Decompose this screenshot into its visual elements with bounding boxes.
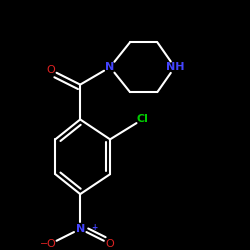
Text: N: N (76, 224, 85, 234)
Text: −: − (40, 239, 48, 249)
Text: O: O (46, 65, 55, 75)
Text: +: + (91, 223, 97, 232)
Text: NH: NH (166, 62, 184, 72)
Text: O: O (46, 239, 55, 249)
Text: O: O (106, 239, 114, 249)
Text: N: N (106, 62, 115, 72)
Text: Cl: Cl (136, 114, 148, 124)
